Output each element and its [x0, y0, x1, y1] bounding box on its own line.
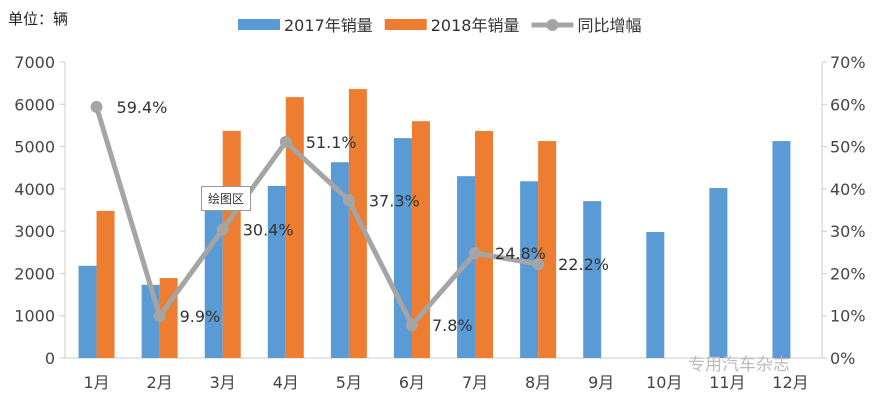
y2-tick-label: 50% [830, 138, 866, 157]
bar-2017 [330, 162, 349, 358]
x-tick-label: 6月 [399, 373, 425, 392]
x-tick-label: 5月 [336, 373, 362, 392]
y2-tick-label: 60% [830, 95, 866, 114]
growth-data-label: 9.9% [180, 307, 221, 326]
bar-2017 [709, 188, 728, 358]
bar-2018 [411, 121, 430, 358]
x-tick-label: 7月 [462, 373, 488, 392]
growth-point [153, 310, 166, 323]
growth-data-label: 59.4% [117, 98, 168, 117]
growth-point [532, 258, 545, 271]
legend-label: 2018年销量 [431, 16, 520, 35]
x-tick-label: 2月 [147, 373, 173, 392]
growth-point [469, 247, 482, 260]
y-tick-label: 3000 [14, 222, 55, 241]
growth-point [90, 100, 103, 113]
y-tick-label: 1000 [14, 307, 55, 326]
bar-2017 [267, 185, 286, 358]
unit-label: 单位：辆 [8, 10, 69, 28]
x-tick-label: 8月 [525, 373, 551, 392]
bar-2018 [475, 130, 494, 358]
growth-data-label: 7.8% [432, 316, 473, 335]
growth-point [405, 319, 418, 332]
y-tick-label: 0 [45, 349, 55, 368]
y2-tick-label: 0% [830, 349, 855, 368]
bar-2017 [646, 231, 665, 358]
y2-tick-label: 30% [830, 222, 866, 241]
growth-data-label: 30.4% [243, 220, 294, 239]
bar-2018 [538, 141, 557, 358]
y-tick-label: 6000 [14, 95, 55, 114]
bar-2018 [96, 210, 115, 358]
y-tick-label: 5000 [14, 138, 55, 157]
watermark: 专用汽车杂志 [688, 355, 790, 375]
bar-2017 [204, 201, 223, 358]
bar-2017 [520, 181, 539, 358]
x-tick-label: 1月 [83, 373, 109, 392]
x-tick-label: 3月 [210, 373, 236, 392]
legend-label: 2017年销量 [284, 16, 373, 35]
y2-tick-label: 40% [830, 180, 866, 199]
x-tick-label: 10月 [646, 373, 682, 392]
legend-swatch [384, 19, 427, 30]
legend-label: 同比增幅 [577, 16, 641, 35]
y2-tick-label: 20% [830, 264, 866, 283]
growth-data-label: 37.3% [369, 191, 420, 210]
plot-area-tooltip: 绘图区 [201, 186, 252, 211]
y2-tick-label: 70% [830, 53, 866, 72]
growth-data-label: 24.8% [495, 244, 546, 263]
growth-point [216, 223, 229, 236]
bar-2018 [222, 130, 241, 358]
growth-data-label: 51.1% [306, 133, 357, 152]
bar-2017 [78, 265, 97, 358]
growth-line [94, 106, 539, 328]
x-tick-label: 11月 [709, 373, 745, 392]
y-tick-label: 2000 [14, 264, 55, 283]
bar-2017 [583, 201, 602, 358]
growth-data-label: 22.2% [558, 255, 609, 274]
x-tick-label: 4月 [273, 373, 299, 392]
bar-2017 [772, 141, 791, 358]
y-tick-label: 4000 [14, 180, 55, 199]
bar-2018 [285, 97, 304, 359]
x-tick-label: 9月 [588, 373, 614, 392]
legend-marker [546, 19, 559, 31]
x-tick-label: 12月 [772, 373, 808, 392]
legend-swatch [238, 19, 280, 30]
y-tick-label: 7000 [14, 53, 55, 72]
y2-tick-label: 10% [830, 307, 866, 326]
growth-point [342, 194, 355, 207]
growth-point [279, 135, 292, 148]
